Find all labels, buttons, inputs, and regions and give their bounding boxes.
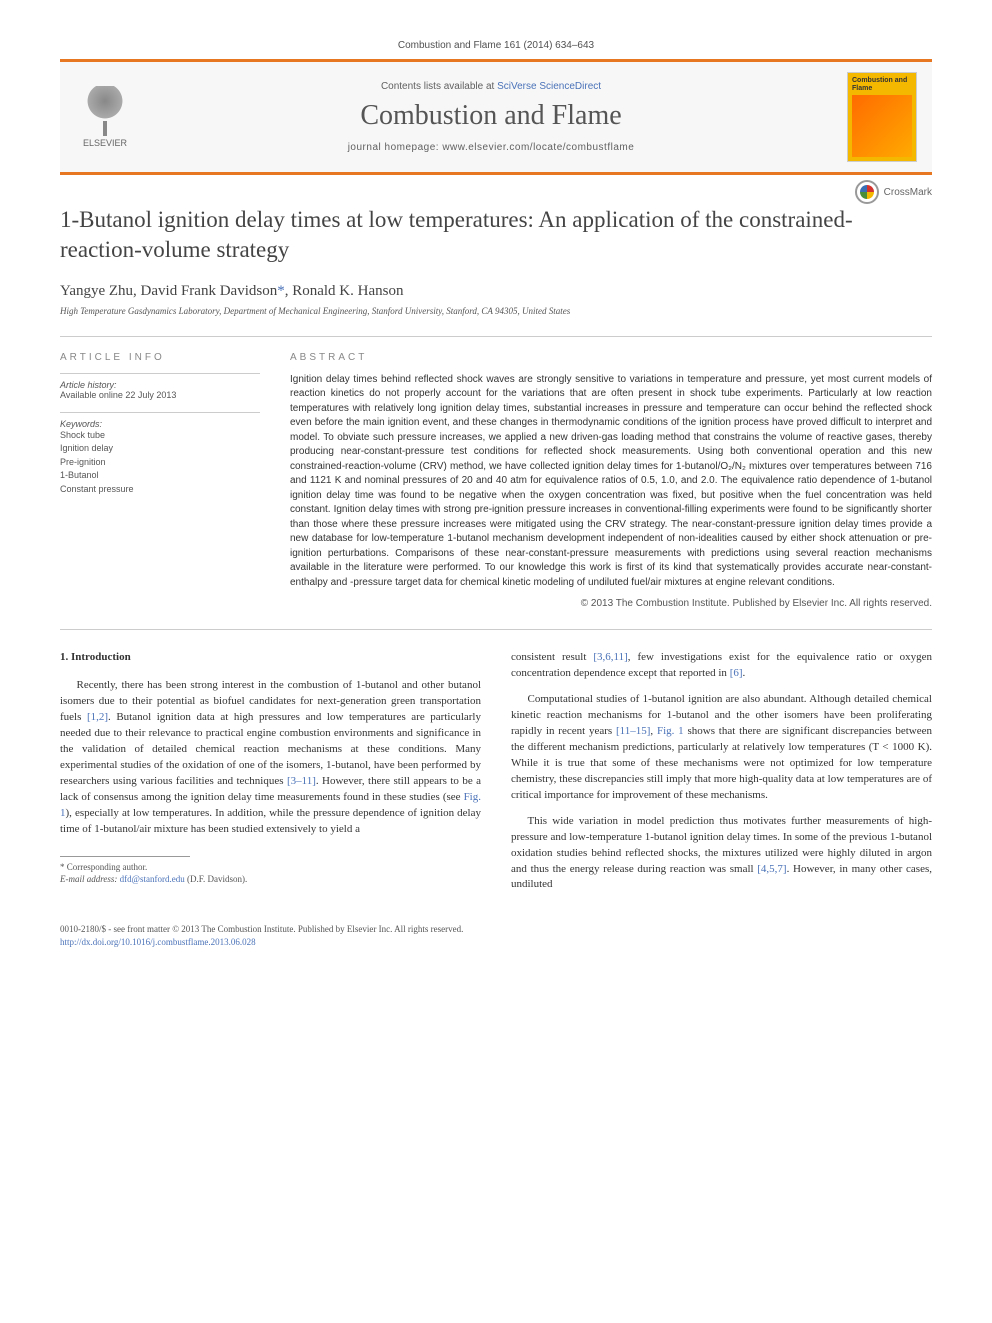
homepage-prefix: journal homepage: (348, 142, 443, 153)
abstract-section: ABSTRACT Ignition delay times behind ref… (290, 352, 932, 610)
authors-tail: , Ronald K. Hanson (285, 283, 404, 299)
citation-link[interactable]: [3,6,11] (593, 651, 627, 663)
divider (60, 629, 932, 630)
journal-header-box: ELSEVIER Contents lists available at Sci… (60, 59, 932, 175)
crossmark-icon (855, 180, 879, 204)
body-paragraph: Recently, there has been strong interest… (60, 678, 481, 837)
authors-line: Yangye Zhu, David Frank Davidson*, Ronal… (60, 283, 932, 300)
crossmark-label: CrossMark (884, 187, 932, 198)
left-column: 1. Introduction Recently, there has been… (60, 650, 481, 903)
crossmark-badge[interactable]: CrossMark (855, 180, 932, 204)
elsevier-logo[interactable]: ELSEVIER (75, 82, 135, 152)
footnote-separator (60, 856, 190, 857)
history-available-online: Available online 22 July 2013 (60, 390, 260, 400)
article-history-block: Article history: Available online 22 Jul… (60, 373, 260, 400)
citation-link[interactable]: [3–11] (287, 775, 316, 787)
keywords-title: Keywords: (60, 419, 260, 429)
article-body: 1. Introduction Recently, there has been… (60, 650, 932, 903)
abstract-copyright: © 2013 The Combustion Institute. Publish… (290, 598, 932, 609)
citation-link[interactable]: [11–15] (616, 725, 650, 737)
cover-title: Combustion and Flame (852, 77, 912, 92)
section-heading: 1. Introduction (60, 650, 481, 666)
contents-available-line: Contents lists available at SciVerse Sci… (150, 81, 832, 92)
keyword-item: Pre-ignition (60, 456, 260, 470)
body-paragraph: Computational studies of 1-butanol ignit… (511, 692, 932, 804)
email-footnote: E-mail address: dfd@stanford.edu (D.F. D… (60, 873, 481, 886)
elsevier-tree-icon (80, 86, 130, 136)
journal-cover-thumbnail[interactable]: Combustion and Flame (847, 72, 917, 162)
email-link[interactable]: dfd@stanford.edu (120, 874, 185, 884)
right-column: consistent result [3,6,11], few investig… (511, 650, 932, 903)
keywords-block: Keywords: Shock tube Ignition delay Pre-… (60, 412, 260, 497)
history-title: Article history: (60, 380, 260, 390)
contents-prefix: Contents lists available at (381, 81, 497, 92)
homepage-url[interactable]: www.elsevier.com/locate/combustflame (442, 142, 634, 153)
section-number: 1. (60, 651, 68, 663)
corresponding-author-marker[interactable]: * (277, 283, 285, 299)
citation-link[interactable]: [6] (730, 667, 743, 679)
figure-link[interactable]: Fig. 1 (657, 725, 684, 737)
para-text: ), especially at low temperatures. In ad… (60, 807, 481, 835)
citation-link[interactable]: [4,5,7] (757, 863, 786, 875)
page-footer: 0010-2180/$ - see front matter © 2013 Th… (60, 923, 932, 948)
para-text: consistent result (511, 651, 593, 663)
email-name: (D.F. Davidson). (185, 874, 248, 884)
divider (60, 336, 932, 337)
corresponding-footnote: * Corresponding author. (60, 861, 481, 874)
article-info-heading: ARTICLE INFO (60, 352, 260, 363)
publisher-name: ELSEVIER (83, 138, 127, 148)
cover-image (852, 95, 912, 157)
journal-homepage-line: journal homepage: www.elsevier.com/locat… (150, 142, 832, 153)
journal-name: Combustion and Flame (150, 100, 832, 132)
abstract-heading: ABSTRACT (290, 352, 932, 363)
citation-link[interactable]: [1,2] (87, 711, 108, 723)
affiliation: High Temperature Gasdynamics Laboratory,… (60, 306, 932, 316)
sciencedirect-link[interactable]: SciVerse ScienceDirect (497, 81, 601, 92)
email-label: E-mail address: (60, 874, 120, 884)
keyword-item: 1-Butanol (60, 469, 260, 483)
authors-first: Yangye Zhu, David Frank Davidson (60, 283, 277, 299)
para-text: . (743, 667, 746, 679)
citation-header: Combustion and Flame 161 (2014) 634–643 (60, 40, 932, 51)
doi-link[interactable]: http://dx.doi.org/10.1016/j.combustflame… (60, 937, 256, 947)
body-paragraph: consistent result [3,6,11], few investig… (511, 650, 932, 682)
abstract-text: Ignition delay times behind reflected sh… (290, 373, 932, 591)
section-title: Introduction (71, 651, 131, 663)
keyword-item: Constant pressure (60, 483, 260, 497)
keyword-item: Ignition delay (60, 442, 260, 456)
body-paragraph: This wide variation in model prediction … (511, 814, 932, 894)
footer-copyright: 0010-2180/$ - see front matter © 2013 Th… (60, 923, 932, 936)
keyword-item: Shock tube (60, 429, 260, 443)
article-title: 1-Butanol ignition delay times at low te… (60, 205, 855, 265)
article-info-sidebar: ARTICLE INFO Article history: Available … (60, 352, 260, 610)
